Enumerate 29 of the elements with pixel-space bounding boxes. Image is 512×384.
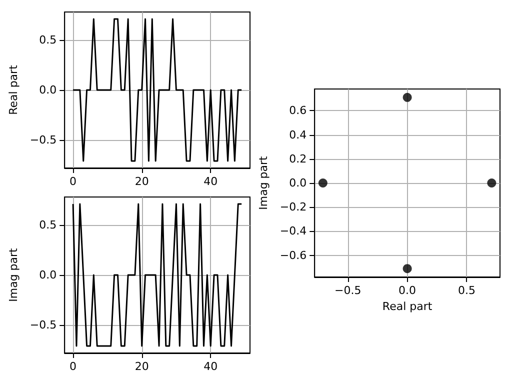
x-tick-label: 0 — [70, 175, 77, 188]
x-tick-label: 0 — [70, 360, 77, 373]
y-tick-label: −0.4 — [280, 224, 307, 238]
x-axis-title: Real part — [382, 300, 433, 313]
y-tick-label: 0.2 — [289, 152, 307, 166]
y-tick-label: −0.2 — [280, 200, 307, 214]
y-tick-label: 0.0 — [39, 84, 57, 96]
y-tick-label: −0.5 — [30, 134, 57, 146]
point — [318, 178, 328, 188]
y-tick-label: 0.0 — [39, 268, 57, 282]
x-tick-label: 0.5 — [458, 284, 476, 297]
y-tick-label: −0.6 — [280, 248, 307, 262]
x-tick-label: −0.5 — [334, 284, 362, 297]
point — [487, 178, 496, 188]
y-axis-title: Real part — [7, 64, 20, 115]
y-tick-label: 0.5 — [39, 34, 57, 46]
x-tick-label: 0.0 — [398, 284, 416, 297]
y-axis-title: Imag part — [257, 155, 270, 210]
y-tick-label: 0.4 — [289, 128, 307, 142]
x-tick-label: 40 — [204, 360, 218, 373]
x-tick-label: 40 — [204, 175, 218, 188]
point — [402, 92, 412, 102]
y-tick-label: 0.5 — [39, 218, 57, 232]
y-tick-label: −0.5 — [30, 318, 57, 332]
x-tick-label: 20 — [134, 175, 149, 188]
point — [402, 264, 412, 274]
y-tick-label: 0.6 — [289, 104, 307, 118]
x-tick-label: 20 — [134, 360, 149, 373]
y-axis-title: Imag part — [7, 247, 20, 302]
